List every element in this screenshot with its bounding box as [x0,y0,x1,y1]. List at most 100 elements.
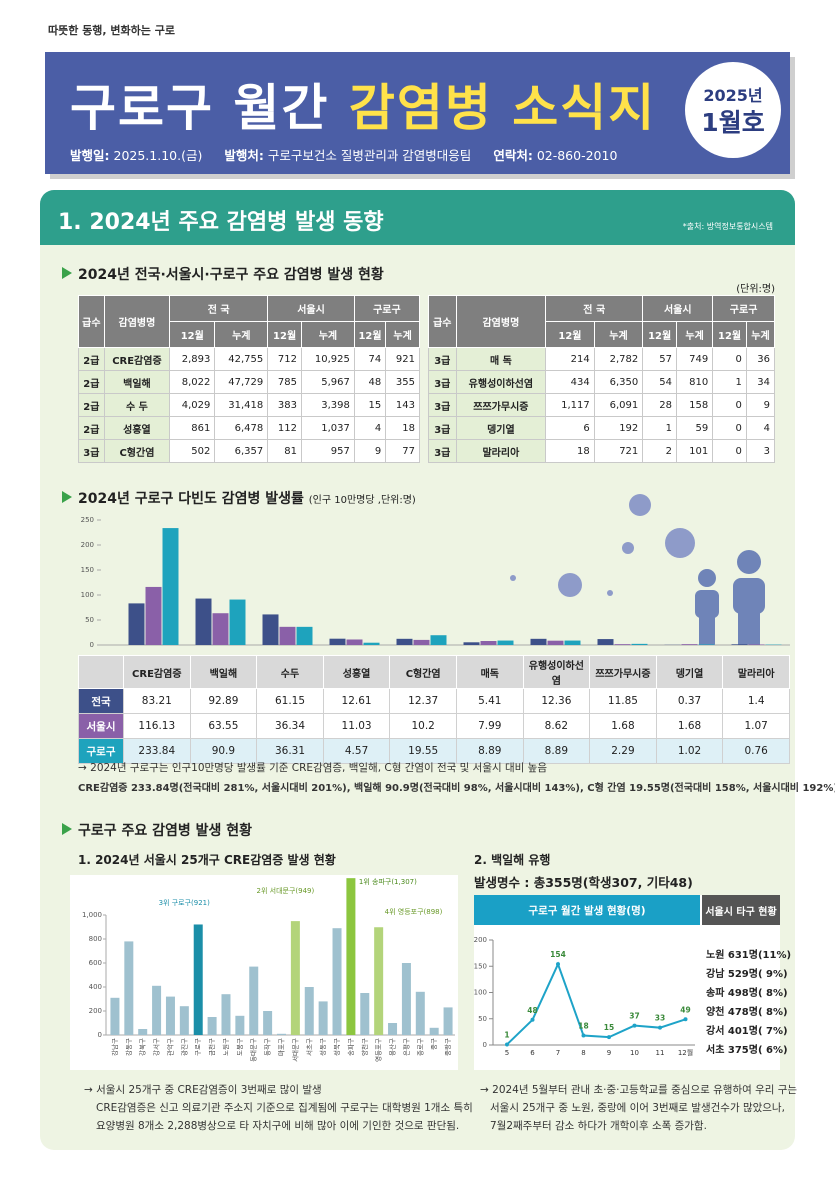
header-cell: 전 국 [169,295,269,322]
bar [277,1033,286,1035]
bar [229,599,246,645]
table-row: 2급 수 두 4,029 31,418 383 3,398 15 143 [78,393,420,417]
slogan: 따뜻한 동행, 변화하는 구로 [48,24,175,37]
label-cell: 3급 [428,439,457,463]
table-row: 3급 유행성이하선염 434 6,350 54 810 1 34 [428,370,776,394]
side-item: 강서 401명( 7%) [706,1026,788,1037]
bar [748,644,765,645]
value-cell: 6 [545,416,595,440]
header-cell: 급수 [78,295,105,348]
bar [497,640,514,645]
line [506,961,686,1046]
value-cell: 6,091 [593,393,644,417]
header-title: 구로구 월간 감염병 소식지 [70,68,656,140]
point [581,1033,586,1038]
series-name: 전국 [78,688,124,714]
subheader-cell: 12월 [712,321,747,348]
y-tick-label: 0 [90,641,94,649]
point [556,962,560,967]
title-part: 구로구 월간 [70,79,330,137]
label-cell: 뎅기열 [455,416,547,440]
label-cell: 2급 [78,347,105,371]
chart-title: 2024년 구로구 다빈도 감염병 발생률 (인구 10만명당 ,단위:명) [78,488,416,508]
x-tick-label: 양천구 [360,1038,369,1056]
y-tick-label: 150 [81,566,94,574]
point [607,1035,611,1040]
header-cell: 서울시 [267,295,355,322]
bar [374,927,384,1035]
value-cell: 18 [545,439,595,463]
x-tick-label: 서대문구 [290,1038,299,1062]
table-row: 3급 매 독 214 2,782 57 749 0 36 [428,347,776,371]
table-row: 3급 C형간염 502 6,357 81 957 9 77 [78,439,420,463]
value-cell: 101 [675,439,714,463]
x-tick-label: 강남구 [110,1038,119,1056]
y-tick-label: 200 [81,541,94,549]
value-cell: 957 [300,439,355,463]
unit: (단위:명) [736,284,775,295]
value-cell: 83.21 [123,688,191,714]
label-cell: 성홍열 [103,416,171,440]
status-table: 급수 감염병명 전 국 서울시 구로구 12월 누계 12월 누계 12월 누계 2급 CRE감염증 2,… [78,295,421,463]
point [505,1042,509,1047]
value-cell: 158 [675,393,714,417]
value-cell: 18 [385,416,420,440]
bar [249,966,259,1035]
data-label: 37 [629,1012,639,1021]
annotation: 3위 구로구(921) [159,899,211,907]
label-cell: 말라리아 [455,439,547,463]
table-row: 2급 성홍열 861 6,478 112 1,037 4 18 [78,416,420,440]
chart-title: 구로구 월간 발생 현황(명) [528,905,646,917]
bar [179,1006,189,1035]
label-cell: 2급 [78,416,105,440]
category-cell: 수두 [256,655,324,689]
x-tick-label: 9 [607,1049,611,1057]
category-cell: 뎅기열 [655,655,724,689]
header-row: CRE감염증 백일해 수두 성홍열 C형간염 매독 유행성이하선염 쯔쯔가무시증 뎅기열 말라리아 [78,655,790,689]
subheader-cell: 12월 [353,321,387,348]
note: 요양병원 8개소 2,288병상으로 타 자치구에 비해 많아 이에 기인한 것… [96,1120,460,1132]
header-box [45,52,790,174]
side-item: 송파 498명( 8%) [706,988,788,999]
x-tick-label: 노원구 [221,1038,230,1056]
value-cell: 34 [745,370,776,394]
x-tick-label: 성동구 [318,1038,327,1056]
side-title: 서울시 타구 현황 [705,907,777,918]
bar [597,639,614,645]
y-tick-label: 400 [89,983,102,991]
value-cell: 1,037 [300,416,355,440]
annotation: 1위 송파구(1,307) [359,877,417,886]
value-cell: 0 [712,393,747,417]
title-text: 2024년 구로구 다빈도 감염병 발생률 [78,491,304,507]
x-tick-label: 송파구 [346,1038,355,1056]
subheader-cell: 누계 [593,321,644,348]
value-cell: 383 [267,393,302,417]
note: CRE감염증은 신고 의료기관 주소지 기준으로 집계됨에 구로구는 대학병원 … [96,1102,473,1114]
value-cell: 749 [675,347,714,371]
value-cell: 2,782 [593,347,644,371]
header-info: 발행일: 2025.1.10.(금) 발행처: 구로구보건소 질병관리과 감염병대응팀… [70,145,639,164]
header-cell: 서울시 [642,295,714,322]
value-cell: 502 [169,439,216,463]
bar [363,642,380,645]
subheader-cell: 누계 [745,321,776,348]
subheader-cell: 누계 [385,321,420,348]
status-table: 급수 감염병명 전 국 서울시 구로구 12월 누계 12월 누계 12월 누계 3급 매 독 214 2,… [428,295,776,463]
value-cell: 1 [712,370,747,394]
section-title: 1. 2024년 주요 감염병 발생 동향 [58,210,384,235]
x-tick-label: 동대문구 [250,1038,258,1062]
value-cell: 2 [642,439,677,463]
chart-title: 1. 2024년 서울시 25개구 CRE감염증 발생 현황 [78,853,336,867]
value-cell: 10.2 [389,713,457,739]
value-cell: 0.76 [722,738,790,764]
bar [396,638,413,645]
point [530,1017,535,1022]
corner-cell [78,655,124,689]
x-tick-label: 11 [656,1049,665,1057]
value-cell: 861 [169,416,216,440]
subheader-cell: 누계 [300,321,355,348]
x-tick-label: 강서구 [152,1038,161,1056]
data-label: 154 [550,950,566,959]
header-cell: 감염병명 [103,295,171,348]
